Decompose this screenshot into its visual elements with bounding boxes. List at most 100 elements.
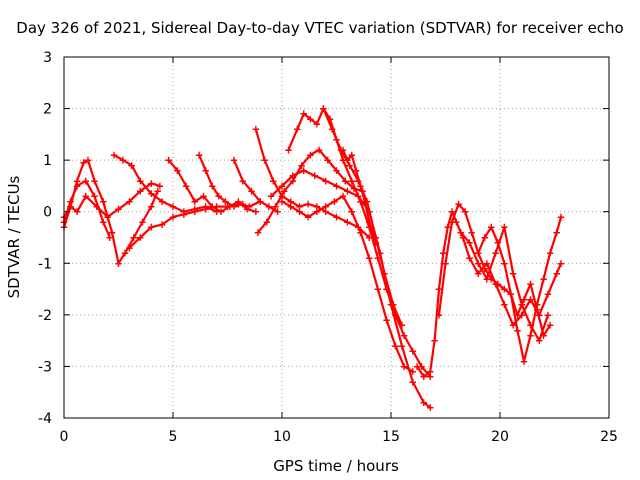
data-point: + <box>444 220 451 234</box>
data-point: + <box>418 359 425 373</box>
data-point: + <box>557 210 564 224</box>
data-point: + <box>154 184 161 198</box>
data-point: + <box>239 197 246 211</box>
data-point: + <box>475 267 482 281</box>
y-tick-label: -3 <box>38 359 52 375</box>
data-point: + <box>492 277 499 291</box>
data-point: + <box>348 148 355 162</box>
data-point: + <box>553 225 560 239</box>
data-point: + <box>400 328 407 342</box>
data-point: + <box>392 308 399 322</box>
data-point: + <box>252 205 259 219</box>
data-point: + <box>84 153 91 167</box>
data-point: + <box>481 231 488 245</box>
data-point: + <box>466 236 473 250</box>
data-point: + <box>313 117 320 131</box>
data-point: + <box>435 308 442 322</box>
y-tick-label: 0 <box>43 205 52 221</box>
data-point: + <box>468 225 475 239</box>
data-point: + <box>366 251 373 265</box>
data-point: + <box>383 313 390 327</box>
data-point: + <box>322 174 329 188</box>
data-point: + <box>366 231 373 245</box>
data-point: + <box>261 153 268 167</box>
data-point: + <box>305 197 312 211</box>
data-point: + <box>106 231 113 245</box>
data-point: + <box>536 334 543 348</box>
data-point: + <box>481 261 488 275</box>
data-point: + <box>298 158 305 172</box>
data-point: + <box>431 334 438 348</box>
data-point: + <box>547 318 554 332</box>
y-tick-label: -4 <box>38 411 52 427</box>
data-point: + <box>540 328 547 342</box>
data-point: + <box>226 200 233 214</box>
data-point: + <box>285 143 292 157</box>
x-axis-label: GPS time / hours <box>273 457 399 475</box>
data-point: + <box>93 200 100 214</box>
data-point: + <box>126 194 133 208</box>
data-point: + <box>427 370 434 384</box>
data-point: + <box>514 308 521 322</box>
data-point: + <box>100 215 107 229</box>
data-point: + <box>235 197 242 211</box>
data-point: + <box>320 102 327 116</box>
data-point: + <box>324 153 331 167</box>
data-point: + <box>501 256 508 270</box>
data-point: + <box>435 282 442 296</box>
data-point: + <box>475 246 482 260</box>
data-point: + <box>73 179 80 193</box>
series-trace-arc-9 <box>254 128 371 239</box>
data-point: + <box>307 148 314 162</box>
data-point: + <box>383 282 390 296</box>
data-point: + <box>213 200 220 214</box>
data-point: + <box>501 298 508 312</box>
data-point: + <box>488 220 495 234</box>
data-point: + <box>296 200 303 214</box>
data-point: + <box>492 246 499 260</box>
data-point: + <box>230 200 237 214</box>
x-tick-label: 0 <box>60 429 69 445</box>
data-point: + <box>115 202 122 216</box>
data-point: + <box>148 187 155 201</box>
data-point: + <box>333 133 340 147</box>
data-point: + <box>557 256 564 270</box>
data-point: + <box>217 205 224 219</box>
data-point: + <box>239 174 246 188</box>
data-point: + <box>137 174 144 188</box>
data-point: + <box>359 184 366 198</box>
data-point: + <box>409 365 416 379</box>
data-point: + <box>507 287 514 301</box>
data-point: + <box>455 197 462 211</box>
data-point: + <box>108 225 115 239</box>
data-point: + <box>374 282 381 296</box>
data-point: + <box>119 153 126 167</box>
data-point: + <box>294 122 301 136</box>
data-point: + <box>527 328 534 342</box>
data-point: + <box>398 339 405 353</box>
data-point: + <box>196 148 203 162</box>
data-point: + <box>333 179 340 193</box>
data-point: + <box>331 194 338 208</box>
series-trace-arc-5 <box>128 200 262 249</box>
data-point: + <box>224 200 231 214</box>
series-trace-arc-10 <box>256 148 364 234</box>
data-point: + <box>344 215 351 229</box>
data-point: + <box>357 194 364 208</box>
data-point: + <box>91 174 98 188</box>
plot-frame <box>63 56 610 419</box>
data-point: + <box>544 308 551 322</box>
data-point: + <box>501 220 508 234</box>
data-point: + <box>67 194 74 208</box>
data-point: + <box>333 210 340 224</box>
series-trace-arc-12 <box>280 195 414 373</box>
data-point: + <box>459 231 466 245</box>
data-point: + <box>533 303 540 317</box>
data-point: + <box>462 205 469 219</box>
data-point: + <box>361 194 368 208</box>
data-point: + <box>320 102 327 116</box>
data-point: + <box>202 200 209 214</box>
data-point: + <box>363 194 370 208</box>
data-point: + <box>448 205 455 219</box>
data-point: + <box>533 298 540 312</box>
